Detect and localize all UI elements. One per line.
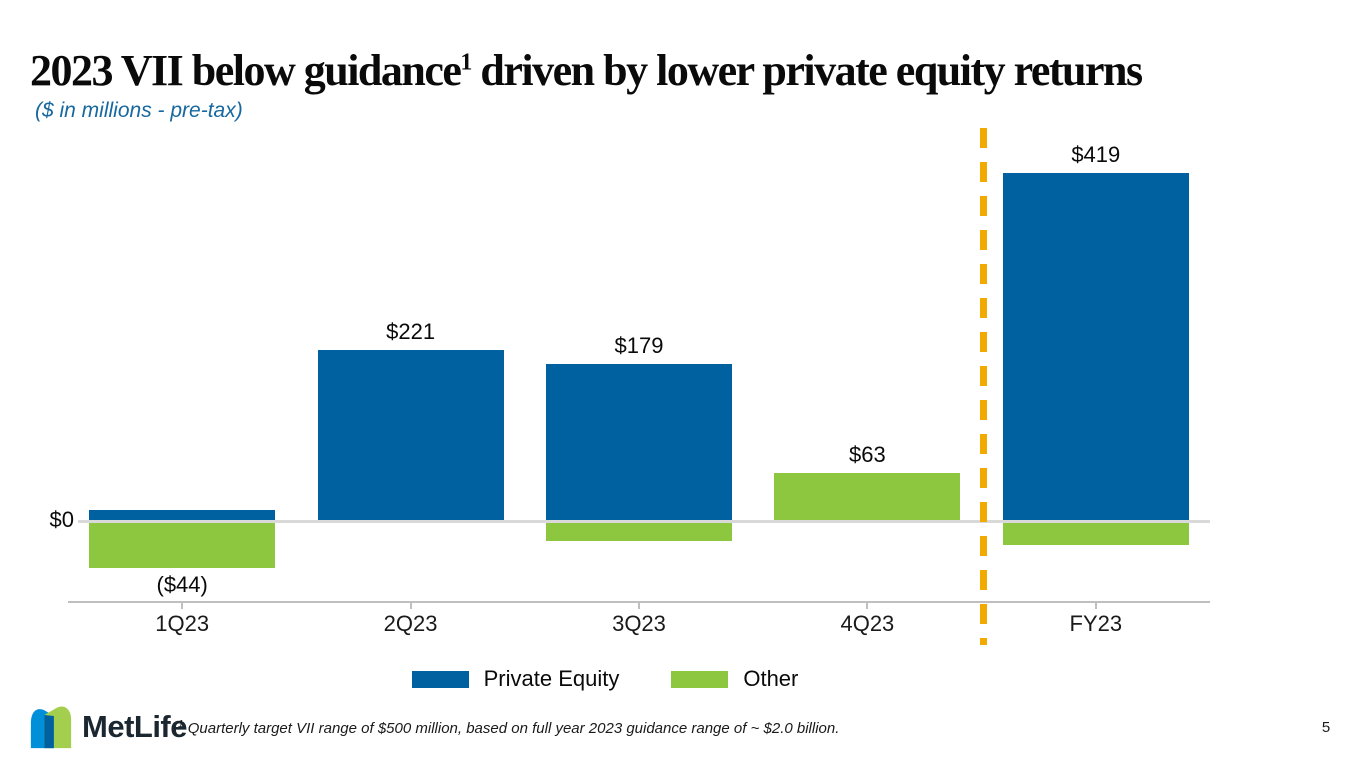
legend-item-other: Other — [671, 666, 798, 692]
category-label-fy23: FY23 — [1069, 611, 1123, 636]
legend-item-private-equity: Private Equity — [411, 666, 620, 692]
zero-gridline — [78, 520, 1210, 523]
data-label-2q23: $221 — [386, 319, 436, 344]
bar-4q23-other — [774, 472, 961, 522]
title-footnote-marker: 1 — [460, 49, 472, 76]
category-label-2q23: 2Q23 — [383, 611, 438, 636]
data-label-fy23: $419 — [1071, 142, 1121, 168]
axis-tick-fy23 — [1094, 603, 1097, 609]
bar-1q23-private-equity — [89, 510, 276, 522]
title-text: 2023 VII below guidance — [30, 46, 462, 96]
category-label-4q23: 4Q23 — [840, 611, 895, 636]
title-text-cont: driven by lower private equity returns — [470, 46, 1143, 96]
units-note: ($ in millions - pre-tax) — [35, 99, 243, 122]
footnote-text: Quarterly target VII range of $500 milli… — [187, 720, 840, 737]
x-axis-line — [68, 601, 1210, 603]
axis-tick-2q23 — [409, 603, 412, 609]
metlife-wordmark: MetLife — [82, 709, 188, 744]
data-label-4q23: $63 — [849, 441, 886, 467]
metlife-logo-icon — [30, 706, 72, 749]
legend-label-other: Other — [743, 666, 799, 691]
data-label-1q23: ($44) — [156, 571, 208, 597]
page-number: 5 — [1321, 719, 1331, 736]
footnote: 1 Quarterly target VII range of $500 mil… — [178, 719, 839, 737]
bar-1q23-other — [89, 522, 276, 568]
category-label-1q23: 1Q23 — [155, 611, 210, 636]
metlife-logo: MetLife — [28, 703, 188, 751]
bar-fy23-private-equity — [1002, 173, 1189, 522]
bar-fy23-other — [1002, 522, 1189, 545]
bar-3q23-other — [546, 522, 732, 541]
page-title: 2023 VII below guidance1 driven by lower… — [30, 47, 1360, 95]
bar-3q23-private-equity — [546, 364, 732, 522]
footnote-marker: 1 — [178, 719, 184, 730]
axis-tick-1q23 — [181, 603, 184, 609]
axis-tick-3q23 — [638, 603, 640, 609]
bar-2q23-private-equity — [317, 350, 504, 522]
axis-tick-4q23 — [866, 603, 869, 609]
data-label-3q23: $179 — [614, 333, 664, 358]
chart-legend: Private Equity Other — [0, 666, 1210, 692]
legend-swatch-other — [671, 670, 729, 688]
category-label-3q23: 3Q23 — [612, 611, 666, 636]
legend-swatch-private-equity — [411, 670, 469, 688]
zero-axis-label: $0 — [49, 507, 74, 532]
legend-label-private-equity: Private Equity — [483, 666, 620, 691]
fy-separator-dashed-line — [980, 128, 987, 645]
